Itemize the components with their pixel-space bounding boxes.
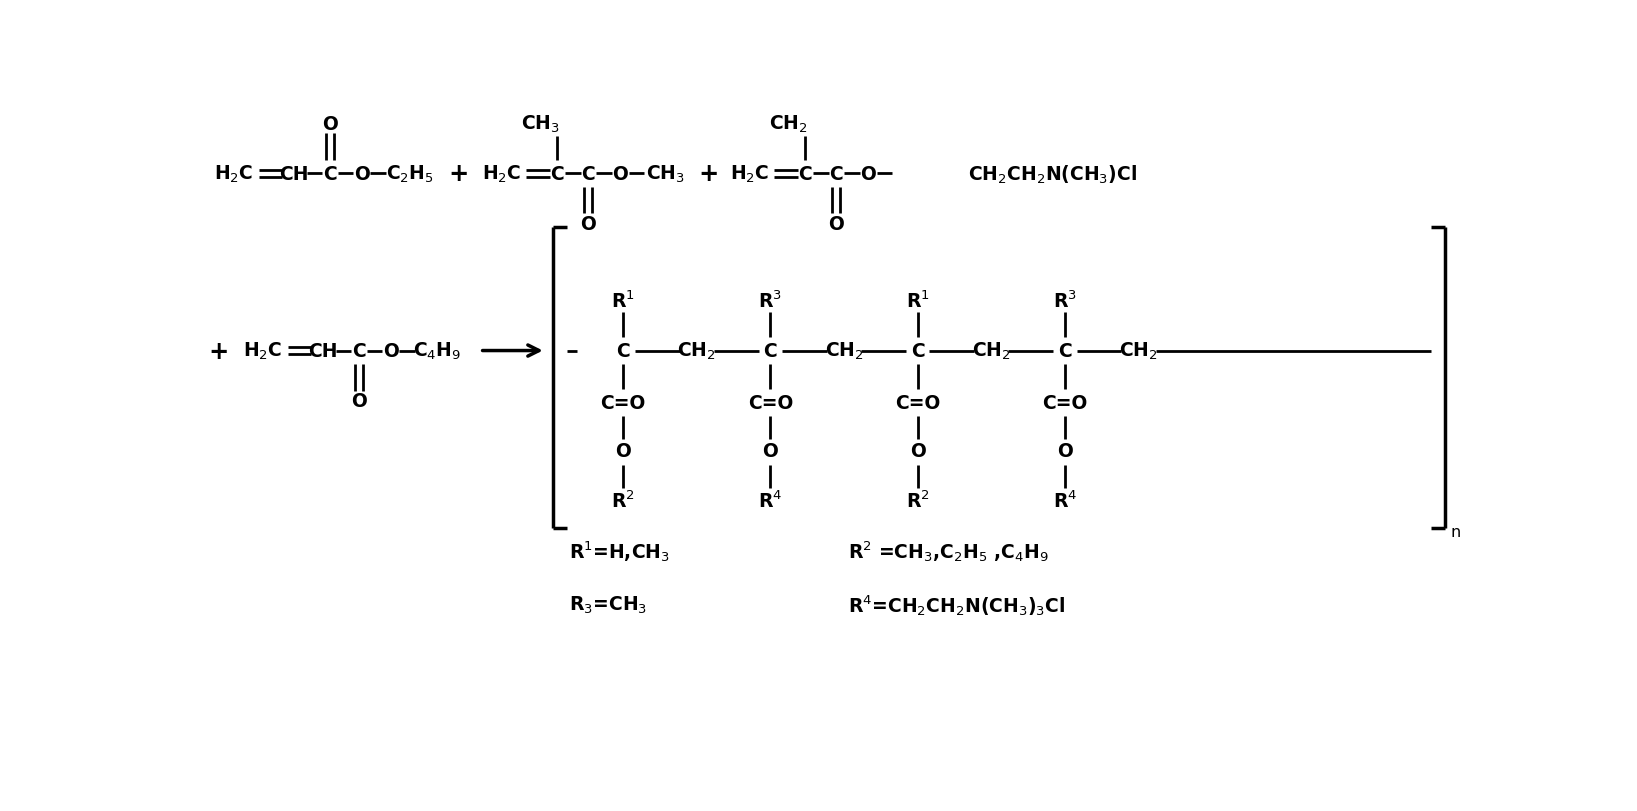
Text: H$_2$C: H$_2$C [244, 341, 283, 362]
Text: n: n [1450, 525, 1460, 539]
Text: CH$_3$: CH$_3$ [521, 114, 560, 135]
Text: C=O: C=O [1043, 394, 1087, 413]
Text: H$_2$C: H$_2$C [481, 164, 521, 185]
Text: C=O: C=O [601, 394, 647, 413]
Text: C: C [550, 165, 565, 184]
Text: R$^2$: R$^2$ [611, 491, 635, 512]
Text: H$_2$C: H$_2$C [214, 164, 254, 185]
Text: C: C [763, 341, 778, 361]
Text: CH: CH [308, 341, 337, 361]
Text: $\mathbf{R}^2$ =CH$_3$,C$_2$H$_5$ ,C$_4$H$_9$: $\mathbf{R}^2$ =CH$_3$,C$_2$H$_5$ ,C$_4$… [848, 539, 1049, 564]
Text: CH$_2$: CH$_2$ [769, 114, 807, 135]
Text: H$_2$C: H$_2$C [730, 164, 769, 185]
Text: CH: CH [278, 165, 308, 184]
Text: O: O [322, 114, 339, 134]
Text: O: O [1058, 442, 1072, 461]
Text: C: C [799, 165, 812, 184]
Text: CH$_2$: CH$_2$ [825, 341, 863, 362]
Text: O: O [859, 165, 876, 184]
Text: CH$_2$: CH$_2$ [972, 341, 1010, 362]
Text: C: C [616, 341, 630, 361]
Text: R$^2$: R$^2$ [905, 491, 930, 512]
Text: C$_4$H$_9$: C$_4$H$_9$ [413, 341, 462, 362]
Text: R$^3$: R$^3$ [1053, 290, 1077, 312]
Text: O: O [383, 341, 398, 361]
Text: O: O [763, 442, 778, 461]
Text: C$_2$H$_5$: C$_2$H$_5$ [386, 164, 434, 185]
Text: O: O [910, 442, 925, 461]
Text: O: O [579, 215, 596, 234]
Text: O: O [612, 165, 629, 184]
Text: C=O: C=O [895, 394, 940, 413]
Text: O: O [616, 442, 630, 461]
Text: CH$_2$: CH$_2$ [678, 341, 715, 362]
Text: C: C [1058, 341, 1072, 361]
Text: O: O [828, 215, 845, 234]
Text: C: C [910, 341, 925, 361]
Text: R$^3$: R$^3$ [758, 290, 782, 312]
Text: R$^1$: R$^1$ [905, 290, 930, 312]
Text: +: + [449, 162, 470, 187]
Text: CH$_2$CH$_2$N(CH$_3$)Cl: CH$_2$CH$_2$N(CH$_3$)Cl [967, 163, 1138, 186]
Text: +: + [699, 162, 719, 187]
Text: C: C [352, 341, 365, 361]
Text: C: C [322, 165, 337, 184]
Text: O: O [354, 165, 370, 184]
Text: O: O [350, 392, 367, 410]
Text: R$^4$: R$^4$ [1053, 491, 1077, 512]
Text: CH$_3$: CH$_3$ [647, 164, 686, 185]
Text: C=O: C=O [748, 394, 792, 413]
Text: C: C [581, 165, 596, 184]
Text: $\mathbf{R}_3$=CH$_3$: $\mathbf{R}_3$=CH$_3$ [570, 594, 647, 616]
Text: +: + [208, 339, 229, 363]
Text: $\mathbf{R}^4$=CH$_2$CH$_2$N(CH$_3$)$_3$Cl: $\mathbf{R}^4$=CH$_2$CH$_2$N(CH$_3$)$_3$… [848, 593, 1066, 617]
Text: $\mathbf{R}^1$=H,CH$_3$: $\mathbf{R}^1$=H,CH$_3$ [570, 539, 670, 564]
Text: C: C [830, 165, 843, 184]
Text: R$^1$: R$^1$ [611, 290, 635, 312]
Text: CH$_2$: CH$_2$ [1120, 341, 1157, 362]
Text: R$^4$: R$^4$ [758, 491, 782, 512]
